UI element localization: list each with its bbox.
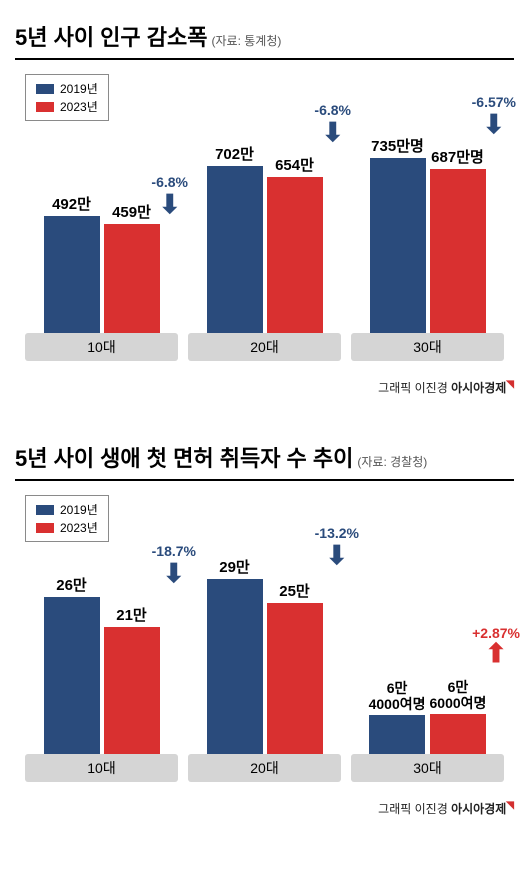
delta-text: -13.2% (315, 525, 359, 541)
legend-label: 2023년 (60, 98, 98, 115)
delta-annotation: -6.8%⬇ (314, 103, 351, 145)
bar-wrap: 702만 (207, 147, 263, 334)
bar (430, 714, 486, 754)
arrow-down-icon: ⬇ (314, 119, 351, 145)
legend-item: 2019년 (36, 80, 98, 97)
legend-swatch (36, 523, 54, 533)
bars-container: 735만명687만명-6.57%⬇ (351, 133, 504, 333)
category-label: 30대 (351, 333, 504, 361)
chart-legend: 2019년2023년 (25, 74, 109, 121)
arrow-down-icon: ⬇ (151, 191, 188, 217)
bar-value-label: 492만 (52, 197, 91, 214)
credit-prefix: 그래픽 이진경 (378, 802, 451, 816)
bar-wrap: 21만 (104, 608, 160, 755)
credit-brand: 아시아경제 (451, 381, 506, 395)
chart-source: (자료: 경찰청) (357, 455, 427, 469)
bar-value-label: 459만 (112, 205, 151, 222)
bar-value-label: 25만 (279, 584, 310, 601)
legend-item: 2023년 (36, 519, 98, 536)
bar-value-label: 702만 (215, 147, 254, 164)
chart-title-row: 5년 사이 생애 첫 면허 취득자 수 추이 (자료: 경찰청) (15, 441, 514, 481)
bar (44, 216, 100, 333)
bar (430, 169, 486, 333)
delta-text: -6.8% (314, 102, 351, 118)
legend-swatch (36, 84, 54, 94)
bar-wrap: 6만6000여명 (430, 680, 487, 754)
bars-container: 702만654만-6.8%⬇ (188, 133, 341, 333)
bars-container: 26만21만-18.7%⬇ (25, 554, 178, 754)
bar-value-label: 6만4000여명 (369, 681, 426, 712)
legend-label: 2019년 (60, 501, 98, 518)
bar-group: 29만25만-13.2%⬇20대 (188, 554, 341, 782)
category-label: 30대 (351, 754, 504, 782)
bar (104, 627, 160, 754)
bar-group: 735만명687만명-6.57%⬇30대 (351, 133, 504, 361)
bar-wrap: 492만 (44, 197, 100, 334)
credit-prefix: 그래픽 이진경 (378, 381, 451, 395)
bars-container: 29만25만-13.2%⬇ (188, 554, 341, 754)
bar-wrap: 6만4000여명 (369, 681, 426, 754)
delta-text: -6.57% (472, 94, 516, 110)
bar-group: 6만4000여명6만6000여명+2.87%⬆30대 (351, 554, 504, 782)
bar-value-label: 6만6000여명 (430, 680, 487, 711)
legend-swatch (36, 102, 54, 112)
bar (267, 603, 323, 754)
bar-wrap: 26만 (44, 578, 100, 755)
bar (369, 715, 425, 754)
bar-value-label: 735만명 (371, 139, 424, 156)
bar-value-label: 21만 (116, 608, 147, 625)
bar (370, 158, 426, 333)
chart-section-1: 5년 사이 생애 첫 면허 취득자 수 추이 (자료: 경찰청) 2019년2023… (15, 441, 514, 817)
bar-wrap: 687만명 (430, 150, 486, 334)
bar (44, 597, 100, 754)
bar (104, 224, 160, 333)
category-label: 10대 (25, 754, 178, 782)
bar-wrap: 654만 (267, 158, 323, 334)
legend-label: 2019년 (60, 80, 98, 97)
bar (207, 166, 263, 333)
legend-item: 2019년 (36, 501, 98, 518)
bar-group: 26만21만-18.7%⬇10대 (25, 554, 178, 782)
credit-mark-icon: ◥ (506, 800, 514, 811)
bar-wrap: 459만 (104, 205, 160, 334)
bar-value-label: 29만 (219, 560, 250, 577)
bar-value-label: 687만명 (431, 150, 484, 167)
chart-area: 492만 459만-6.8%⬇ 10대 702만 654만 -6.8%⬇ 20대 735만명 6… (15, 131, 514, 361)
credit-brand: 아시아경제 (451, 802, 506, 816)
legend-label: 2023년 (60, 519, 98, 536)
arrow-up-icon: ⬆ (472, 640, 520, 666)
bar (267, 177, 323, 333)
bar-group: 702만654만-6.8%⬇20대 (188, 133, 341, 361)
chart-legend: 2019년2023년 (25, 495, 109, 542)
bar-wrap: 25만 (267, 584, 323, 755)
chart-area: 26만21만-18.7%⬇10대29만25만-13.2%⬇20대6만4000여명… (15, 552, 514, 782)
bar-wrap: 29만 (207, 560, 263, 755)
chart-title: 5년 사이 생애 첫 면허 취득자 수 추이 (15, 446, 353, 471)
bar-group: 492만459만-6.8%⬇10대 (25, 133, 178, 361)
delta-annotation: -6.8%⬇ (151, 175, 188, 217)
category-label: 10대 (25, 333, 178, 361)
bars-container: 6만4000여명6만6000여명+2.87%⬆ (351, 554, 504, 754)
delta-annotation: -6.57%⬇ (472, 95, 516, 137)
delta-annotation: +2.87%⬆ (472, 626, 520, 666)
credit-mark-icon: ◥ (506, 379, 514, 390)
chart-source: (자료: 통계청) (212, 34, 282, 48)
bar-value-label: 654만 (275, 158, 314, 175)
delta-text: -6.8% (151, 174, 188, 190)
legend-item: 2023년 (36, 98, 98, 115)
chart-title-row: 5년 사이 인구 감소폭 (자료: 통계청) (15, 20, 514, 60)
chart-title: 5년 사이 인구 감소폭 (15, 25, 208, 50)
bar-wrap: 735만명 (370, 139, 426, 334)
arrow-down-icon: ⬇ (472, 111, 516, 137)
credit-line: 그래픽 이진경 아시아경제◥ (15, 379, 514, 396)
chart-section-0: 5년 사이 인구 감소폭(자료: 통계청)2019년2023년492만459만-… (15, 20, 514, 396)
bar (207, 579, 263, 754)
bar-value-label: 26만 (56, 578, 87, 595)
credit-line: 그래픽 이진경 아시아경제◥ (15, 800, 514, 817)
category-label: 20대 (188, 754, 341, 782)
bars-container: 492만459만-6.8%⬇ (25, 133, 178, 333)
legend-swatch (36, 505, 54, 515)
category-label: 20대 (188, 333, 341, 361)
